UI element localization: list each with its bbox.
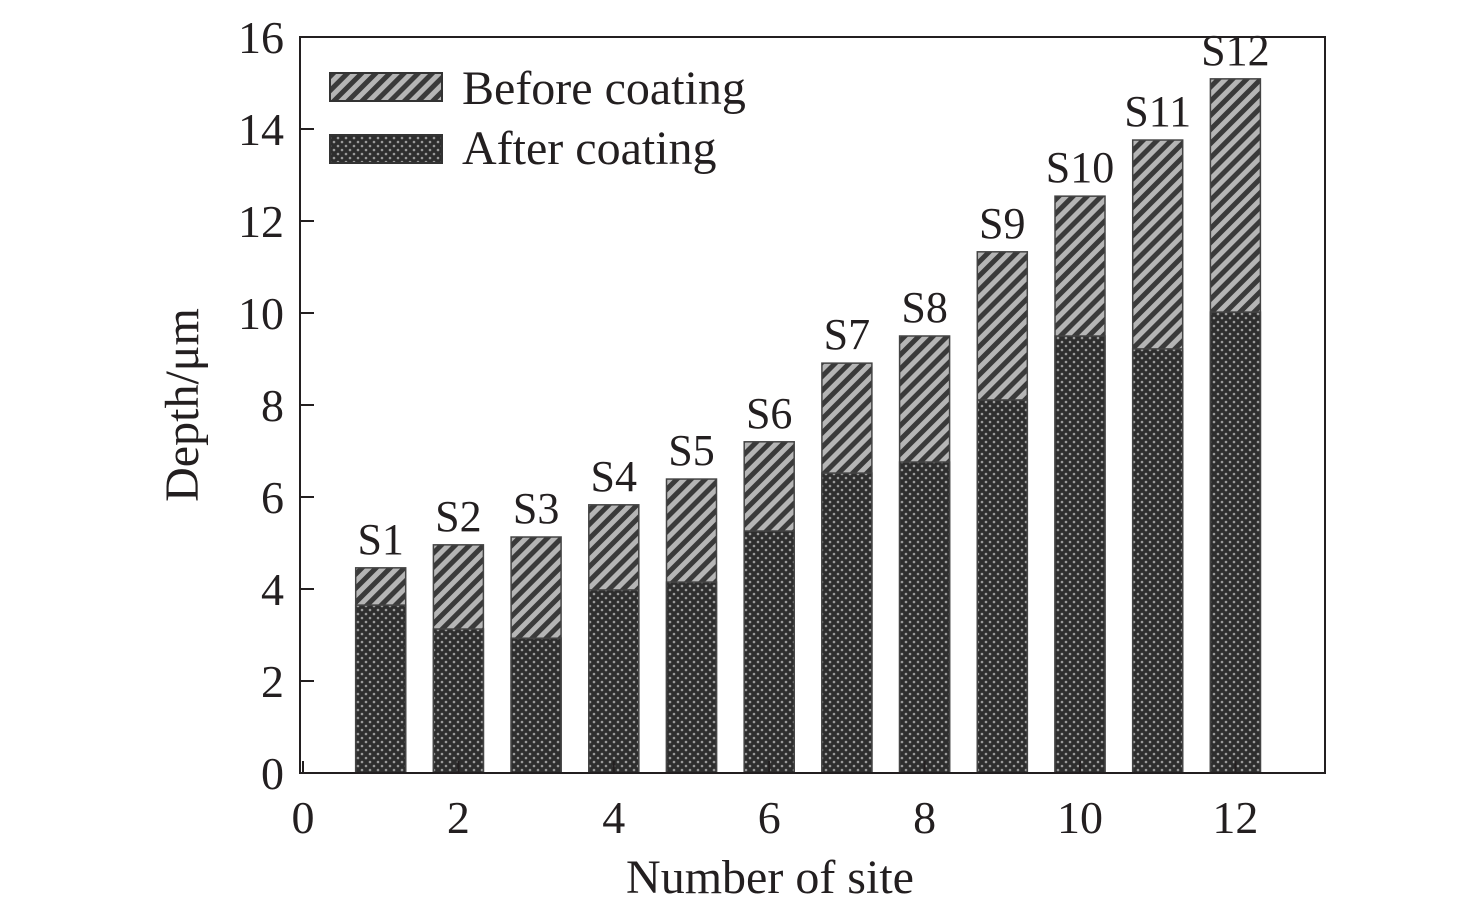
bar-after-coating <box>588 589 640 774</box>
bar-label: S12 <box>1201 26 1269 75</box>
y-tick-label: 16 <box>238 12 284 63</box>
y-tick-label: 10 <box>238 288 284 339</box>
bar-after-coating <box>510 637 562 774</box>
bar-after-coating <box>743 530 795 774</box>
bar-label: S3 <box>513 484 559 533</box>
x-tick-label: 4 <box>602 792 625 843</box>
x-tick-label: 10 <box>1057 792 1103 843</box>
bar-label: S8 <box>901 283 947 332</box>
y-axis-label: Depth/μm <box>156 308 209 502</box>
x-tick-label: 0 <box>292 792 315 843</box>
bar-after-coating <box>354 604 407 774</box>
y-tick-label: 0 <box>261 748 284 799</box>
legend: Before coating After coating <box>329 62 746 175</box>
bar-label: S9 <box>979 199 1025 248</box>
axes: 0 2 4 6 8 10 12 14 16 0 2 4 6 8 10 12 <box>238 12 1326 843</box>
x-tick-label: 6 <box>758 792 781 843</box>
bar-label: S11 <box>1124 87 1191 136</box>
y-tick-label: 4 <box>261 564 284 615</box>
bar-label: S2 <box>435 492 481 541</box>
x-tick-label: 8 <box>913 792 936 843</box>
x-tick-label: 12 <box>1212 792 1258 843</box>
y-tick-label: 6 <box>261 472 284 523</box>
y-tick-label: 2 <box>261 656 284 707</box>
bar-after-coating <box>1209 311 1262 774</box>
bar-after-coating <box>898 461 951 774</box>
bar-label: S10 <box>1046 143 1114 192</box>
bar-after-coating <box>1054 335 1106 774</box>
x-tick-label: 2 <box>447 792 470 843</box>
legend-label-after: After coating <box>462 122 717 175</box>
bar-after-coating <box>665 581 718 774</box>
bar-after-coating <box>821 472 873 774</box>
bar-label: S4 <box>591 452 637 501</box>
legend-swatch-before <box>329 72 443 102</box>
y-tick-label: 8 <box>261 380 284 431</box>
legend-swatch-after <box>329 134 443 164</box>
bar-label: S5 <box>668 426 714 475</box>
y-tick-label: 12 <box>238 196 284 247</box>
bar-after-coating <box>976 399 1029 774</box>
bar-after-coating <box>432 628 485 774</box>
bar-label: S1 <box>357 515 403 564</box>
bar-after-coating <box>1131 348 1184 774</box>
bar-label: S7 <box>824 310 870 359</box>
x-axis-label: Number of site <box>626 851 914 904</box>
y-tick-label: 14 <box>238 104 284 155</box>
legend-label-before: Before coating <box>462 62 746 115</box>
bar-label: S6 <box>746 389 792 438</box>
